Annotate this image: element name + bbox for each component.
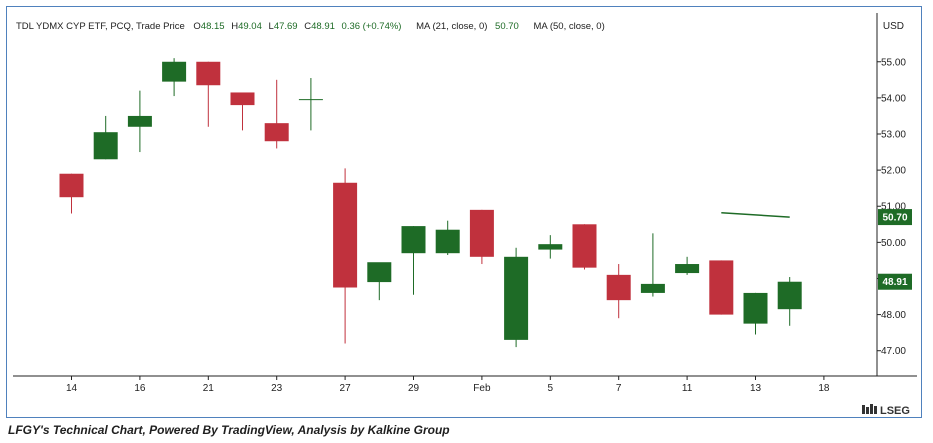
- time-tick-label: Feb: [473, 383, 491, 394]
- candle-body: [572, 224, 597, 268]
- candle-body: [59, 173, 84, 198]
- candle-body: [640, 283, 665, 293]
- ma50-label: MA (50, close, 0): [533, 21, 604, 32]
- candlestick-chart: TDL YDMX CYP ETF, PCQ, Trade Price O48.1…: [13, 13, 917, 417]
- candle-body: [435, 229, 460, 254]
- candle-body: [93, 132, 118, 160]
- price-tick-label: 51.00: [881, 202, 906, 213]
- time-tick-label: 7: [616, 383, 622, 394]
- open-value: 48.15: [201, 21, 225, 32]
- candle-body: [162, 61, 187, 82]
- chart-frame: [6, 6, 922, 418]
- open-label: O: [193, 21, 200, 32]
- low-value: 47.69: [274, 21, 298, 32]
- low-label: L: [269, 21, 274, 32]
- lseg-logo-icon: [862, 404, 877, 414]
- candle-body: [675, 264, 700, 274]
- currency-label: USD: [883, 21, 904, 32]
- time-tick-label: 27: [340, 383, 352, 394]
- time-tick-label: 29: [408, 383, 420, 394]
- candle-body: [743, 292, 768, 324]
- ma21-price-tag-bg: [878, 209, 912, 226]
- symbol-label: TDL YDMX CYP ETF, PCQ, Trade Price: [16, 21, 185, 32]
- time-tick-label: 23: [271, 383, 283, 394]
- time-tick-label: 21: [203, 383, 215, 394]
- ma21-label: MA (21, close, 0): [416, 21, 487, 32]
- ma21-price-tag: 50.70: [882, 213, 907, 224]
- candle-body: [401, 226, 426, 254]
- candle-body: [709, 260, 734, 315]
- price-tick-label: 54.00: [881, 93, 906, 104]
- candle-body: [777, 281, 802, 310]
- lseg-logo: LSEG: [862, 404, 910, 417]
- price-tick-label: 47.00: [881, 346, 906, 357]
- close-value: 48.91: [311, 21, 335, 32]
- lseg-logo-text: LSEG: [880, 405, 910, 417]
- price-tick-label: 50.00: [881, 238, 906, 249]
- price-tick-label: 48.00: [881, 310, 906, 321]
- chart-caption: LFGY's Technical Chart, Powered By Tradi…: [8, 423, 450, 437]
- candle-body: [196, 61, 221, 86]
- ma21-value: 50.70: [495, 21, 519, 32]
- time-tick-label: 16: [134, 383, 146, 394]
- candle-body: [230, 92, 255, 106]
- candle-body: [127, 115, 152, 127]
- price-tick-label: 55.00: [881, 57, 906, 68]
- time-tick-label: 11: [682, 383, 693, 394]
- close-label: C: [304, 21, 311, 32]
- candle-body: [504, 256, 529, 340]
- candle-body: [469, 209, 494, 257]
- candle-body: [264, 123, 289, 142]
- high-label: H: [231, 21, 238, 32]
- candle-body: [367, 262, 392, 283]
- time-tick-label: 14: [66, 383, 78, 394]
- svg-text:TDL YDMX CYP ETF, PCQ, Trade P: TDL YDMX CYP ETF, PCQ, Trade Price O48.1…: [16, 21, 605, 32]
- high-value: 49.04: [238, 21, 262, 32]
- candle-body: [606, 274, 631, 301]
- time-tick-label: 13: [750, 383, 762, 394]
- last-price-tag-bg: [878, 273, 912, 290]
- candle-body: [333, 182, 358, 288]
- time-tick-label: 18: [818, 383, 830, 394]
- candle-body: [538, 244, 563, 250]
- price-tick-label: 53.00: [881, 130, 906, 141]
- time-tick-label: 5: [548, 383, 554, 394]
- last-price-tag: 48.91: [882, 277, 907, 288]
- price-tick-label: 52.00: [881, 166, 906, 177]
- ma21-line: [721, 211, 790, 218]
- change-value: 0.36 (+0.74%): [342, 21, 402, 32]
